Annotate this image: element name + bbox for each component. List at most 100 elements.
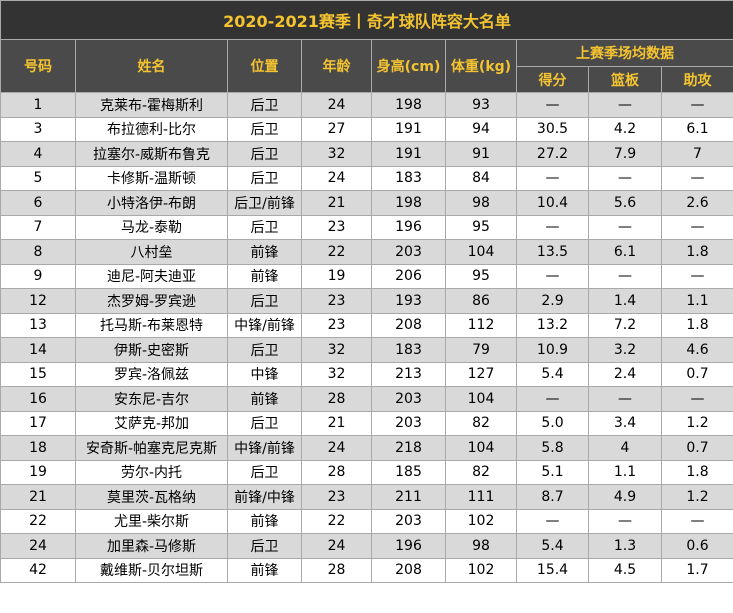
cell-position: 前锋	[227, 263, 302, 289]
cell-points: 30.5	[516, 116, 589, 142]
cell-position: 前锋/中锋	[227, 484, 302, 510]
cell-weight: 93	[445, 92, 517, 118]
table-row: 16 安东尼-吉尔 前锋 28 203 104— — —	[0, 386, 733, 412]
header-assists: 助攻	[660, 66, 733, 93]
cell-weight: 95	[445, 214, 517, 240]
cell-position: 后卫	[227, 459, 302, 485]
cell-age: 23	[301, 214, 372, 240]
header-age: 年龄	[301, 39, 372, 93]
cell-age: 23	[301, 288, 372, 314]
cell-number: 12	[0, 288, 76, 314]
cell-rebounds: 2.4	[588, 361, 662, 387]
cell-name: 艾萨克-邦加	[75, 410, 228, 436]
cell-points: 13.5	[516, 239, 589, 265]
cell-weight: 127	[445, 361, 517, 387]
cell-rebounds: —	[588, 92, 662, 118]
cell-height: 193	[371, 288, 446, 314]
cell-weight: 112	[445, 312, 517, 338]
cell-age: 19	[301, 263, 372, 289]
cell-position: 中锋/前锋	[227, 312, 302, 338]
cell-rebounds: 5.6	[588, 190, 662, 216]
cell-height: 203	[371, 239, 446, 265]
cell-points: 27.2	[516, 141, 589, 167]
cell-age: 22	[301, 239, 372, 265]
cell-age: 22	[301, 508, 372, 534]
cell-age: 24	[301, 165, 372, 191]
cell-rebounds: 4	[588, 435, 662, 461]
cell-height: 213	[371, 361, 446, 387]
cell-name: 拉塞尔-威斯布鲁克	[75, 141, 228, 167]
cell-age: 28	[301, 459, 372, 485]
cell-position: 前锋	[227, 557, 302, 583]
cell-name: 尤里-柴尔斯	[75, 508, 228, 534]
cell-assists: —	[660, 214, 733, 240]
header-points: 得分	[516, 66, 589, 93]
table-row: 7 马龙-泰勒 后卫 23 196 95— — —	[0, 214, 733, 240]
cell-height: 191	[371, 141, 446, 167]
cell-position: 后卫	[227, 337, 302, 363]
table-row: 24 加里森-马修斯 后卫 24 196 98 5.4 1.3 0.6	[0, 533, 733, 559]
cell-number: 16	[0, 386, 76, 412]
cell-number: 17	[0, 410, 76, 436]
cell-rebounds: —	[588, 263, 662, 289]
cell-age: 28	[301, 386, 372, 412]
cell-assists: 1.1	[660, 288, 733, 314]
table-row: 21 莫里茨-瓦格纳 前锋/中锋 23 211 111 8.7 4.9 1.2	[0, 484, 733, 510]
cell-assists: 1.8	[660, 239, 733, 265]
roster-body: 1 克莱布-霍梅斯利 后卫 24 198 93— — —3 布拉德利-比尔 后卫 27 191 94 30…	[0, 92, 733, 583]
cell-position: 后卫	[227, 533, 302, 559]
cell-height: 196	[371, 214, 446, 240]
cell-age: 28	[301, 557, 372, 583]
cell-name: 罗宾-洛佩兹	[75, 361, 228, 387]
cell-name: 劳尔-内托	[75, 459, 228, 485]
cell-assists: 1.8	[660, 312, 733, 338]
cell-number: 9	[0, 263, 76, 289]
cell-number: 22	[0, 508, 76, 534]
cell-position: 后卫	[227, 92, 302, 118]
cell-height: 183	[371, 165, 446, 191]
cell-points: —	[516, 508, 589, 534]
cell-number: 8	[0, 239, 76, 265]
cell-number: 42	[0, 557, 76, 583]
cell-number: 15	[0, 361, 76, 387]
cell-weight: 102	[445, 557, 517, 583]
cell-points: 15.4	[516, 557, 589, 583]
header-last-season: 上赛季场均数据	[515, 39, 733, 67]
cell-name: 杰罗姆-罗宾逊	[75, 288, 228, 314]
cell-age: 32	[301, 141, 372, 167]
cell-points: —	[516, 214, 589, 240]
table-row: 13 托马斯-布莱恩特 中锋/前锋 23 208 112 13.2 7.2 1.8	[0, 312, 733, 338]
cell-points: —	[516, 92, 589, 118]
cell-points: 5.4	[516, 533, 589, 559]
cell-assists: —	[660, 92, 733, 118]
cell-number: 13	[0, 312, 76, 338]
cell-position: 后卫	[227, 141, 302, 167]
cell-number: 4	[0, 141, 76, 167]
cell-weight: 84	[445, 165, 517, 191]
cell-position: 后卫	[227, 214, 302, 240]
header-height: 身高(cm)	[371, 39, 446, 93]
cell-points: 5.4	[516, 361, 589, 387]
cell-position: 中锋	[227, 361, 302, 387]
cell-points: —	[516, 263, 589, 289]
table-row: 4 拉塞尔-威斯布鲁克 后卫 32 191 91 27.2 7.9 7	[0, 141, 733, 167]
cell-number: 5	[0, 165, 76, 191]
cell-assists: 1.2	[660, 484, 733, 510]
cell-weight: 86	[445, 288, 517, 314]
cell-height: 185	[371, 459, 446, 485]
cell-name: 莫里茨-瓦格纳	[75, 484, 228, 510]
cell-assists: 0.7	[660, 435, 733, 461]
cell-assists: —	[660, 386, 733, 412]
cell-assists: —	[660, 508, 733, 534]
cell-rebounds: 4.2	[588, 116, 662, 142]
cell-rebounds: 4.5	[588, 557, 662, 583]
cell-points: 13.2	[516, 312, 589, 338]
cell-weight: 98	[445, 533, 517, 559]
cell-position: 后卫/前锋	[227, 190, 302, 216]
cell-rebounds: —	[588, 214, 662, 240]
table-row: 19 劳尔-内托 后卫 28 185 82 5.1 1.1 1.8	[0, 459, 733, 485]
cell-name: 卡修斯-温斯顿	[75, 165, 228, 191]
cell-age: 24	[301, 92, 372, 118]
cell-assists: 2.6	[660, 190, 733, 216]
table-row: 17 艾萨克-邦加 后卫 21 203 82 5.0 3.4 1.2	[0, 410, 733, 436]
